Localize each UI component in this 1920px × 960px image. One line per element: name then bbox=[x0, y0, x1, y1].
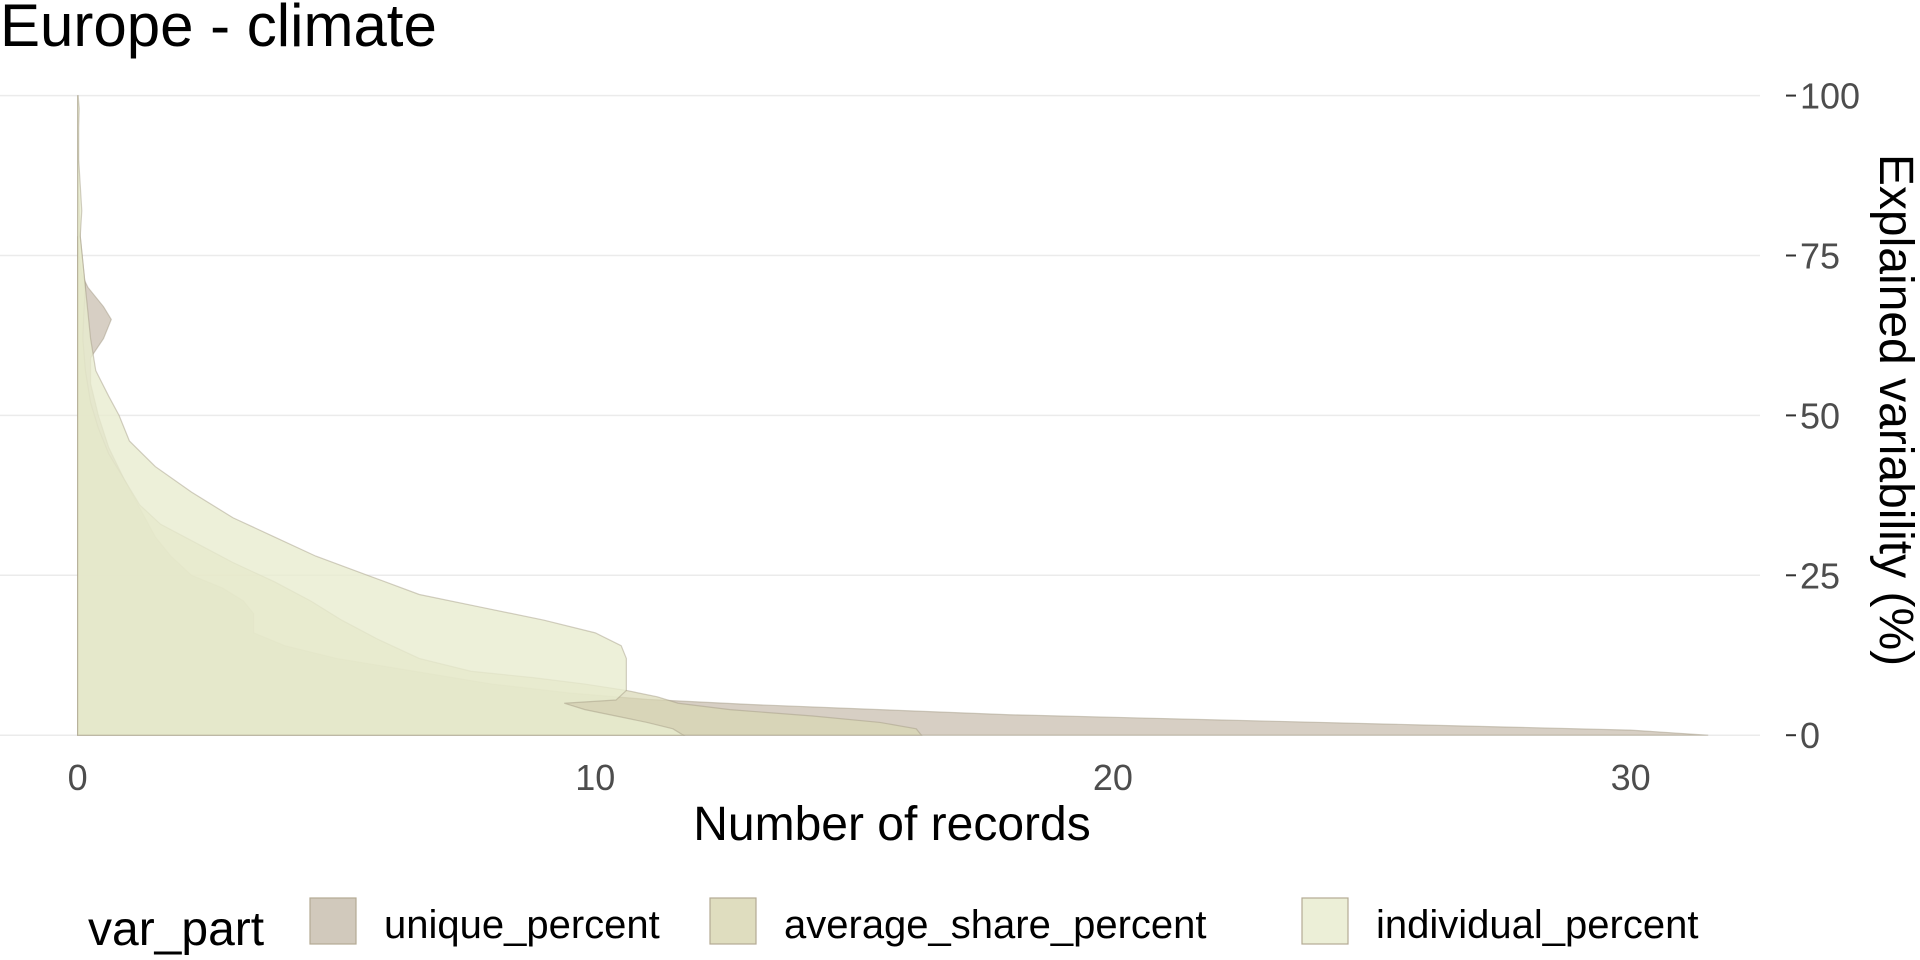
x-axis: 0 10 20 30 bbox=[68, 757, 1651, 798]
y-tick-label: 50 bbox=[1800, 395, 1840, 436]
x-tick-label: 30 bbox=[1611, 757, 1651, 798]
legend-label: unique_percent bbox=[384, 903, 660, 947]
legend-key-individual-percent bbox=[1301, 897, 1349, 945]
legend-title: var_part bbox=[88, 903, 264, 956]
legend: var_part unique_percent average_share_per… bbox=[88, 897, 1698, 956]
x-tick-label: 10 bbox=[575, 757, 615, 798]
legend-label: average_share_percent bbox=[784, 903, 1207, 947]
y-axis-title: Explained variability (%) bbox=[1869, 154, 1920, 666]
x-tick-label: 20 bbox=[1093, 757, 1133, 798]
y-tick-label: 100 bbox=[1800, 76, 1860, 117]
y-tick-label: 25 bbox=[1800, 555, 1840, 596]
y-tick-label: 75 bbox=[1800, 235, 1840, 276]
x-tick-label: 0 bbox=[68, 757, 88, 798]
density-area-individual-percent bbox=[77, 94, 686, 736]
legend-label: individual_percent bbox=[1376, 903, 1698, 947]
y-tick-label: 0 bbox=[1800, 715, 1820, 756]
y-axis: 0 25 50 75 100 bbox=[1786, 76, 1860, 756]
chart-title: Europe - climate bbox=[0, 0, 437, 59]
legend-key-average-share-percent bbox=[709, 897, 757, 945]
density-areas bbox=[77, 94, 1709, 736]
legend-key-unique-percent bbox=[309, 897, 357, 945]
x-axis-title: Number of records bbox=[693, 798, 1090, 851]
